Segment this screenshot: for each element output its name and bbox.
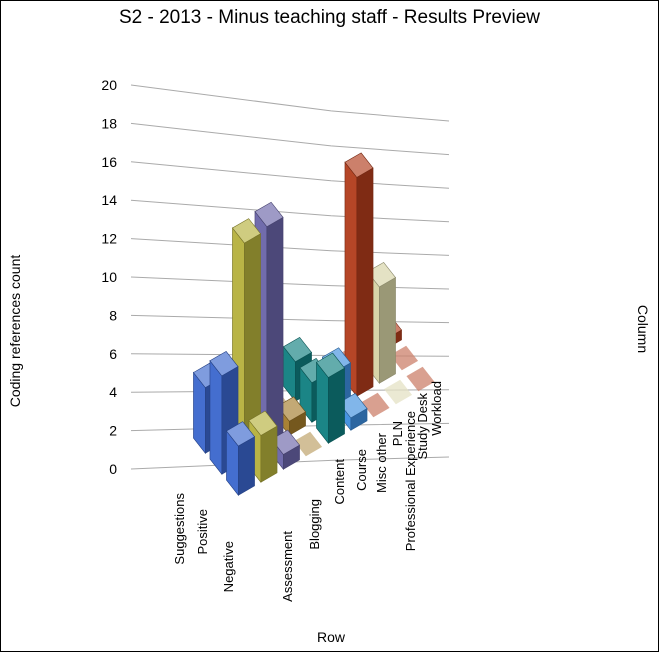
- chart-title: S2 - 2013 - Minus teaching staff - Resul…: [118, 7, 540, 28]
- column-tick-label: Course: [354, 449, 369, 491]
- y-tick-label: 6: [109, 346, 117, 362]
- bar: [316, 352, 345, 445]
- gridline: [130, 199, 450, 223]
- gridline: [130, 84, 450, 122]
- y-tick-label: 16: [101, 154, 117, 170]
- row-tick-label: Positive: [195, 509, 210, 555]
- row-tick-label: Negative: [221, 541, 236, 592]
- y-tick-label: 20: [101, 77, 117, 93]
- gridline: [130, 122, 450, 156]
- column-tick-label: Content: [332, 459, 347, 505]
- column-tick-label: Blogging: [307, 499, 322, 550]
- gridline: [130, 276, 450, 290]
- y-tick-label: 0: [109, 461, 117, 477]
- bar: [389, 345, 419, 371]
- y-tick-label: 14: [101, 192, 117, 208]
- bar: [226, 421, 255, 497]
- bar: [406, 366, 435, 392]
- gridline: [130, 314, 450, 324]
- row-tick-labels: Suggestions Positive Negative: [172, 493, 236, 593]
- column-tick-label: Workload: [429, 381, 444, 436]
- row-tick-label: Suggestions: [172, 493, 187, 565]
- column-tick-labels: Assessment Blogging Content Course Misc othe…: [280, 381, 444, 602]
- row-axis-label: Row: [316, 629, 346, 645]
- bars: [193, 152, 435, 497]
- column-tick-label: Professional Experience: [403, 411, 418, 551]
- bar: [383, 379, 413, 405]
- bar: [361, 392, 390, 418]
- column-tick-label: Assessment: [280, 531, 295, 602]
- column-tick-label: Misc other: [374, 432, 389, 493]
- column-tick-label: Study Desk: [415, 393, 430, 460]
- y-tick-label: 4: [109, 384, 117, 400]
- y-tick-labels: 0 2 4 6 8 10 12 14 16 18 20: [101, 77, 117, 477]
- gridline: [130, 456, 450, 470]
- bar: [254, 201, 284, 450]
- y-tick-label: 2: [109, 423, 117, 439]
- bar: [293, 431, 323, 457]
- gridline: [130, 161, 450, 189]
- gridline: [130, 238, 450, 256]
- y-tick-label: 12: [101, 231, 117, 247]
- y-tick-label: 10: [101, 269, 117, 285]
- bar: [344, 152, 374, 398]
- y-tick-label: 18: [101, 115, 117, 131]
- y-tick-label: 8: [109, 307, 117, 323]
- column-tick-label: PLN: [390, 421, 405, 446]
